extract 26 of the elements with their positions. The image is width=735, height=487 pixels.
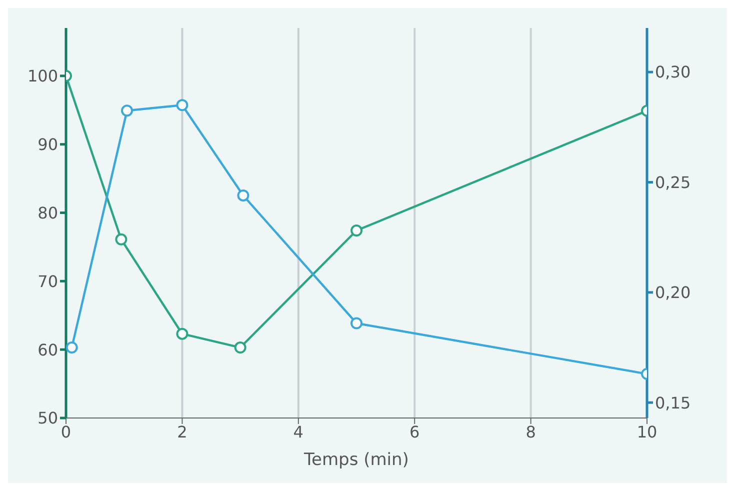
- point: [176, 99, 188, 112]
- y-tick-label: 60: [38, 340, 58, 360]
- x-tick-label: 2: [177, 422, 188, 442]
- x-tick-label: 0: [60, 422, 72, 442]
- y2-tick-label: 0,15: [655, 393, 691, 412]
- point: [115, 233, 128, 246]
- point: [234, 342, 246, 354]
- y-tick-label: 70: [38, 272, 58, 291]
- y-tick-label: 90: [38, 134, 58, 154]
- y-tick-label: 80: [38, 203, 58, 222]
- x-axis-title: Temps (min): [303, 450, 409, 470]
- point: [237, 189, 250, 202]
- point: [66, 341, 78, 354]
- point: [121, 104, 134, 117]
- x-tick-label: 8: [526, 422, 536, 442]
- point: [176, 328, 188, 340]
- x-tick-label: 6: [410, 422, 420, 442]
- y2-tick-label: 0,25: [655, 172, 691, 192]
- x-tick-label: 10: [636, 422, 658, 442]
- point: [350, 224, 362, 237]
- point: [350, 317, 362, 330]
- y-tick-label: 50: [38, 408, 58, 428]
- y2-tick-label: 0,20: [655, 283, 691, 302]
- y-tick-label: 100: [27, 66, 58, 86]
- x-tick-label: 4: [293, 422, 304, 442]
- y2-tick-label: 0,30: [655, 62, 691, 82]
